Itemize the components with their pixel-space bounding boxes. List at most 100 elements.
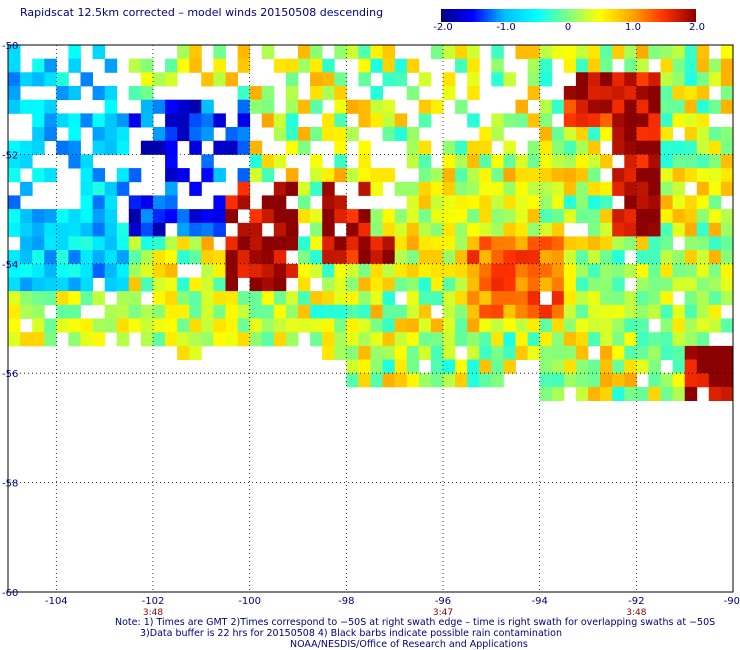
heatmap-cell (479, 181, 492, 196)
heatmap-cell (322, 113, 335, 128)
heatmap-cell (20, 154, 33, 169)
heatmap-cell (684, 195, 698, 210)
heatmap-cell (551, 304, 565, 319)
heatmap-cell (720, 127, 734, 142)
heatmap-cell (104, 195, 118, 210)
heatmap-cell (455, 277, 468, 292)
heatmap-cell (600, 345, 613, 360)
heatmap-cell (503, 345, 516, 360)
heatmap-cell (720, 291, 734, 306)
heatmap-cell (660, 195, 673, 210)
heatmap-cell (720, 99, 734, 114)
heatmap-cell (56, 140, 69, 155)
heatmap-cell (68, 236, 81, 251)
heatmap-cell (660, 45, 673, 60)
heatmap-cell (213, 168, 226, 183)
heatmap-cell (153, 127, 166, 142)
heatmap-cell (491, 154, 504, 169)
heatmap-cell (479, 250, 492, 265)
heatmap-cell (394, 318, 408, 333)
heatmap-cell (696, 72, 710, 87)
heatmap-cell (418, 72, 432, 87)
colorbar-tick: 1.0 (625, 22, 641, 33)
heatmap-cell (177, 291, 190, 306)
heatmap-cell (648, 127, 661, 142)
heatmap-cell (249, 304, 263, 319)
heatmap-cell (612, 99, 625, 114)
heatmap-cell (189, 45, 202, 60)
heatmap-cell (684, 263, 698, 278)
heatmap-cell (563, 140, 577, 155)
heatmap-cell (443, 140, 456, 155)
heatmap-cell (80, 72, 93, 87)
heatmap-cell (443, 222, 456, 237)
heatmap-cell (672, 140, 686, 155)
heatmap-cell (8, 277, 21, 292)
heatmap-cell (382, 99, 396, 114)
heatmap-cell (672, 304, 686, 319)
heatmap-cell (358, 236, 371, 251)
heatmap-cell (153, 263, 166, 278)
heatmap-cell (467, 304, 480, 319)
heatmap-cell (708, 236, 722, 251)
heatmap-cell (249, 263, 263, 278)
heatmap-cell (479, 332, 492, 347)
heatmap-cell (563, 236, 577, 251)
heatmap-cell (44, 72, 57, 87)
heatmap-cell (600, 58, 613, 73)
heatmap-cell (648, 291, 661, 306)
heatmap-cell (563, 168, 577, 183)
heatmap-cell (189, 291, 202, 306)
heatmap-cell (430, 236, 444, 251)
heatmap-cell (116, 304, 130, 319)
heatmap-cell (104, 113, 118, 128)
heatmap-cell (443, 359, 456, 374)
heatmap-cell (358, 318, 371, 333)
heatmap-cell (708, 168, 722, 183)
heatmap-cell (430, 332, 444, 347)
heatmap-cell (600, 373, 613, 388)
heatmap-cell (261, 332, 275, 347)
heatmap-cell (346, 277, 359, 292)
heatmap-cell (32, 168, 45, 183)
heatmap-cell (660, 58, 673, 73)
heatmap-cell (491, 277, 504, 292)
heatmap-cell (358, 99, 371, 114)
heatmap-cell (346, 250, 359, 265)
heatmap-cell (648, 86, 661, 101)
heatmap-cell (503, 195, 516, 210)
heatmap-cell (237, 86, 251, 101)
heatmap-cell (346, 359, 359, 374)
heatmap-cell (708, 277, 722, 292)
heatmap-cell (660, 332, 673, 347)
heatmap-cell (273, 291, 287, 306)
heatmap-cell (68, 291, 81, 306)
heatmap-cell (696, 359, 710, 374)
heatmap-cell (455, 99, 468, 114)
heatmap-cell (588, 195, 601, 210)
heatmap-cell (56, 304, 69, 319)
heatmap-cell (527, 222, 541, 237)
heatmap-cell (430, 195, 444, 210)
heatmap-cell (310, 318, 323, 333)
heatmap-cell (322, 58, 335, 73)
heatmap-cell (479, 236, 492, 251)
heatmap-cell (406, 209, 420, 224)
heatmap-cell (443, 195, 456, 210)
heatmap-cell (636, 86, 649, 101)
heatmap-cell (720, 250, 734, 265)
heatmap-cell (346, 318, 359, 333)
heatmap-cell (455, 195, 468, 210)
heatmap-cell (660, 318, 673, 333)
heatmap-cell (213, 140, 226, 155)
heatmap-cell (153, 236, 166, 251)
heatmap-cell (648, 140, 661, 155)
heatmap-cell (334, 318, 347, 333)
heatmap-cell (370, 222, 383, 237)
heatmap-cell (539, 345, 553, 360)
heatmap-cell (382, 318, 396, 333)
heatmap-cell (225, 209, 238, 224)
heatmap-cell (624, 72, 637, 87)
heatmap-cell (140, 277, 154, 292)
heatmap-cell (527, 181, 541, 196)
